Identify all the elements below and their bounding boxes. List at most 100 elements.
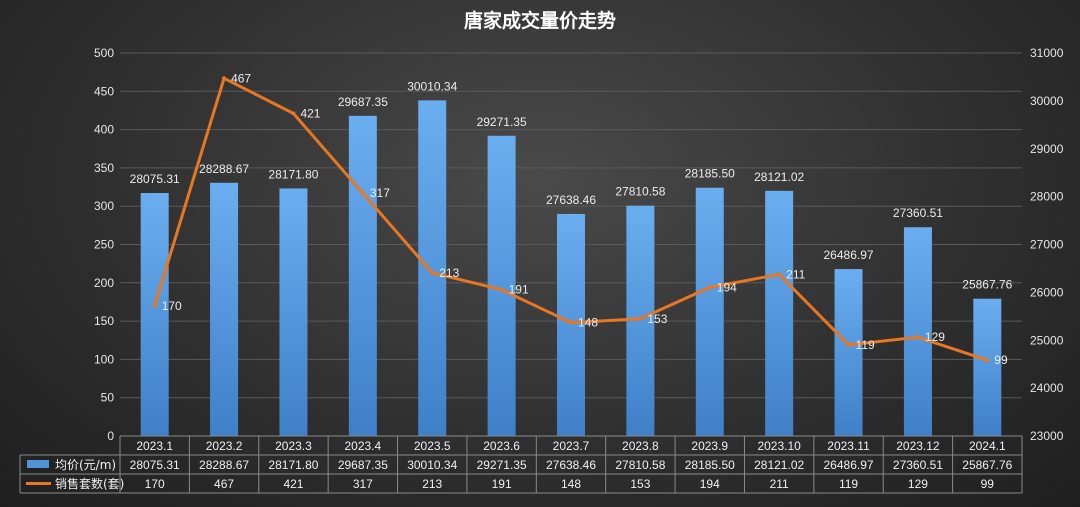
table-cell-sales: 421 [283,477,303,491]
price-bar-label: 28121.02 [754,170,804,184]
sales-point [569,320,573,325]
category-label: 2023.4 [344,439,381,453]
table-cell-sales: 191 [492,477,512,491]
left-tick-label: 300 [94,199,114,213]
price-bar-labels: 28075.31 28288.67 28171.80 29687.35 30010.34… [130,79,1013,291]
sales-point [291,111,296,116]
sales-point-label: 467 [231,71,251,85]
sales-point [707,285,712,290]
price-bars [140,100,1002,437]
sales-point [360,191,365,196]
category-label: 2023.1 [136,439,173,453]
table-cell-price: 27810.58 [615,458,665,472]
right-tick-label: 23000 [1030,429,1064,443]
price-bar-label: 28288.67 [199,162,249,176]
price-bar-label: 27638.46 [546,193,596,207]
price-bar-label: 28171.80 [268,167,318,181]
sales-line-labels: 170 467 421 317 213 191 148 153 194 211 119 129 99 [162,71,1008,367]
price-bar-label: 29271.35 [477,115,527,129]
price-bar-label: 27810.58 [615,185,665,199]
sales-point [638,316,643,321]
price-bar-label: 29687.35 [338,95,388,109]
sales-point-label: 213 [439,266,459,280]
table-cell-sales: 129 [908,477,928,491]
sales-point-label: 148 [578,316,598,330]
price-bar-label: 27360.51 [893,206,943,220]
sales-point-label: 211 [786,267,805,281]
category-label: 2023.9 [691,439,728,453]
left-tick-label: 250 [94,238,114,252]
sales-point [846,342,851,347]
legend-key-price [27,460,49,468]
price-bar [626,205,655,436]
price-bar [765,190,794,436]
legend-label-sales: 销售套数(套) [55,476,124,491]
category-label: 2023.6 [483,439,520,453]
chart-title: 唐家成交量价走势 [464,9,616,32]
table-cell-price: 30010.34 [407,458,457,472]
left-axis: 0 50 100 150 200 250 300 350 400 450 500 [94,46,114,443]
table-cell-sales: 213 [422,477,442,491]
left-tick-label: 200 [94,276,114,290]
table-cell-sales: 467 [214,477,234,491]
sales-point-label: 119 [856,338,875,352]
price-bar [279,188,308,436]
table-cell-price: 26486.97 [824,458,874,472]
right-tick-label: 31000 [1030,46,1064,60]
table-cell-price: 28171.80 [268,458,318,472]
table-cell-sales: 99 [981,477,995,491]
category-label: 2023.12 [896,439,940,453]
table-cell-price: 27638.46 [546,458,596,472]
legend-label-price: 均价(元/m) [55,458,116,472]
left-tick-label: 350 [94,161,114,175]
category-label: 2023.10 [757,439,801,453]
price-bar-label: 26486.97 [824,248,874,262]
right-tick-label: 25000 [1030,333,1064,347]
table-cell-price: 29271.35 [477,458,527,472]
table-cell-price: 28185.50 [685,458,735,472]
table-cell-price: 28075.31 [130,458,180,472]
table-cell-sales: 317 [353,477,373,491]
sales-point-label: 317 [370,186,390,200]
sales-point [152,303,157,308]
price-bar [140,193,169,436]
data-table: 2023.1 28075.31 170 2023.2 28288.67 467 2023.3… [19,435,1023,494]
category-label: 2023.5 [414,439,451,453]
sales-point [499,287,504,292]
table-cell-sales: 194 [700,477,720,491]
price-bar [695,187,724,436]
sales-point-label: 191 [509,283,529,297]
left-tick-label: 100 [94,352,114,366]
sales-point-label: 129 [925,330,945,344]
table-cell-sales: 211 [770,477,789,491]
price-bar [487,135,516,436]
table-cell-sales: 148 [561,477,581,491]
table-cell-price: 25867.76 [962,458,1012,472]
table-cell-price: 28121.02 [754,458,804,472]
sales-point-label: 153 [647,312,667,326]
price-bar [557,213,585,436]
right-axis: 23000 24000 25000 26000 27000 28000 29000 30000… [1030,46,1064,443]
left-tick-label: 150 [94,314,114,328]
price-bar-label: 28185.50 [685,167,735,181]
price-bar [348,115,377,437]
price-bar [210,182,239,436]
left-tick-label: 500 [94,46,114,60]
category-label: 2023.2 [206,439,243,453]
sales-point [222,76,227,81]
table-cell-sales: 153 [630,477,650,491]
price-bar [973,298,1002,436]
right-tick-label: 26000 [1030,285,1064,299]
sales-point [915,335,920,340]
category-label: 2024.1 [969,439,1006,453]
right-tick-label: 28000 [1030,190,1064,204]
price-bar [903,227,932,436]
sales-point-label: 99 [994,353,1008,367]
left-tick-label: 50 [101,391,115,405]
right-tick-label: 27000 [1030,238,1064,252]
price-bar-label: 30010.34 [407,79,457,93]
table-cell-price: 28288.67 [199,458,249,472]
category-label: 2023.7 [553,439,590,453]
left-tick-label: 450 [94,84,114,98]
